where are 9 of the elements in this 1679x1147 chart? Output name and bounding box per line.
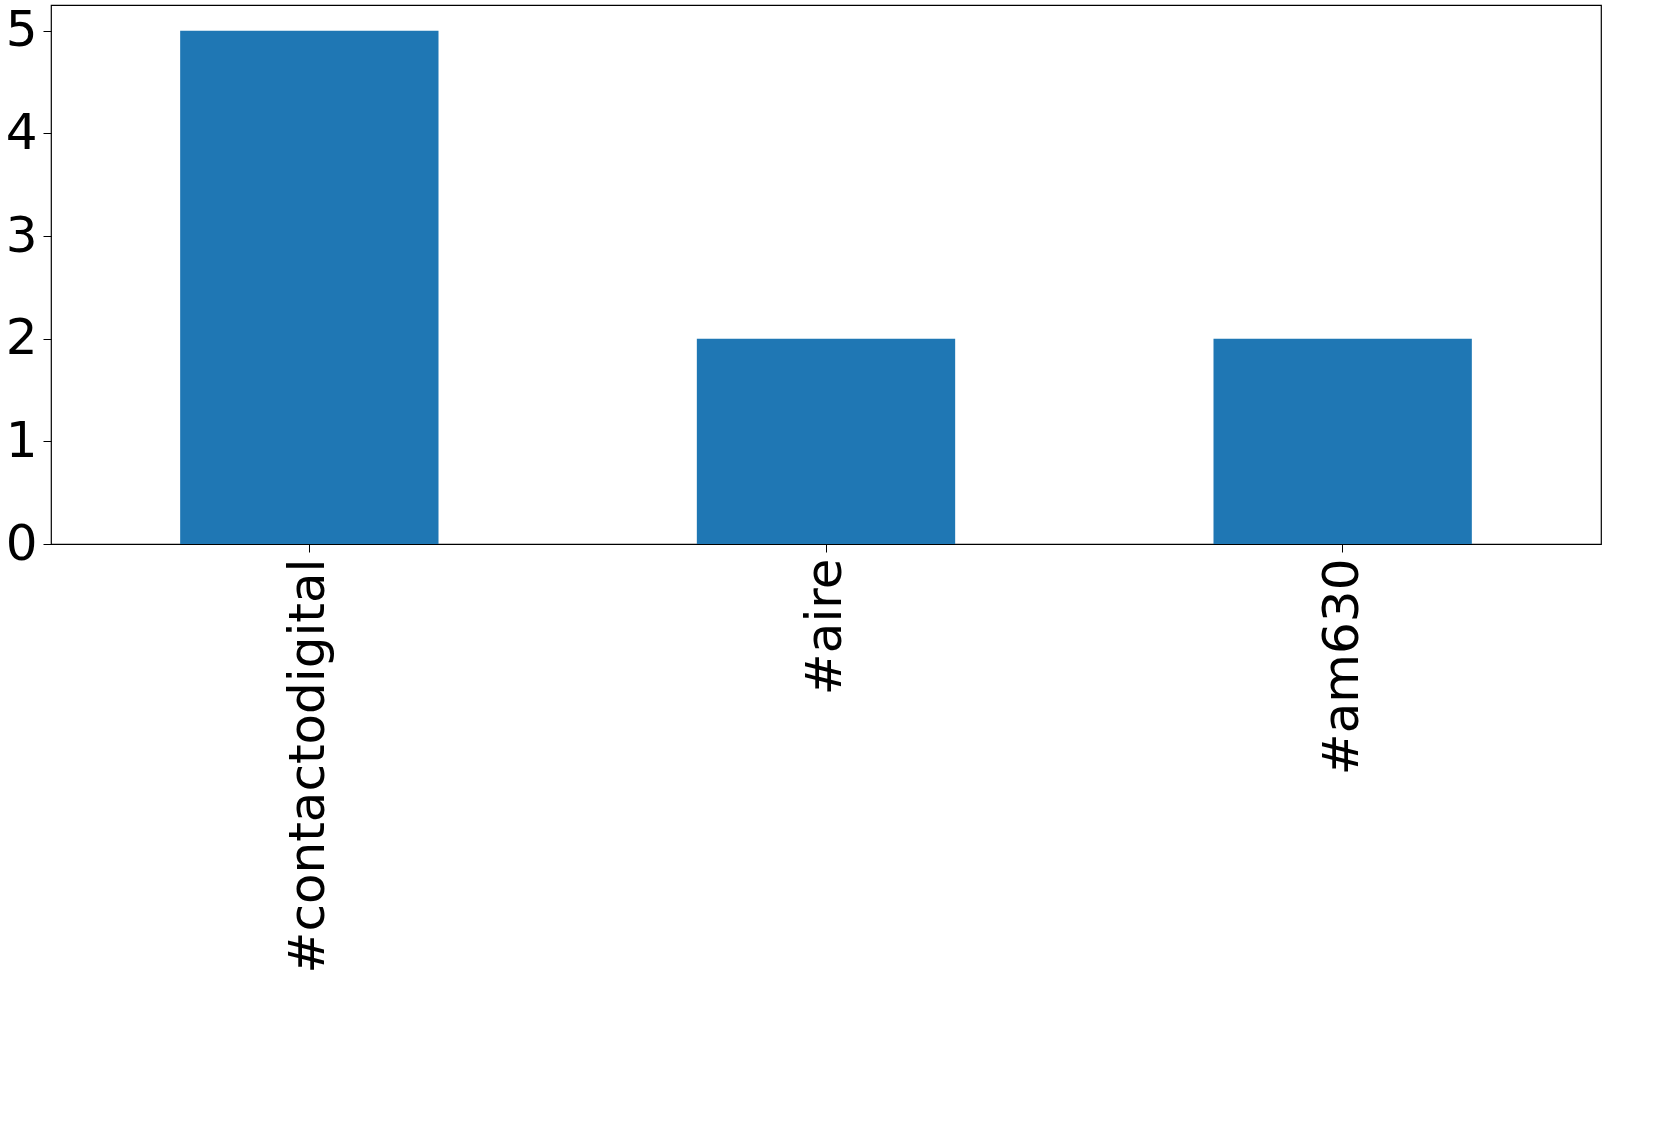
y-tick-label: 1 — [5, 410, 38, 469]
x-tick-label: #contactodigital — [278, 558, 337, 974]
y-tick-label: 3 — [5, 205, 38, 264]
y-tick-label: 2 — [5, 308, 38, 367]
x-tick-label: #am630 — [1311, 558, 1370, 776]
y-tick-label: 0 — [5, 513, 38, 572]
y-tick-label: 4 — [5, 102, 38, 161]
y-tick-label: 5 — [5, 0, 38, 59]
x-tick-label: #aire — [795, 558, 853, 696]
